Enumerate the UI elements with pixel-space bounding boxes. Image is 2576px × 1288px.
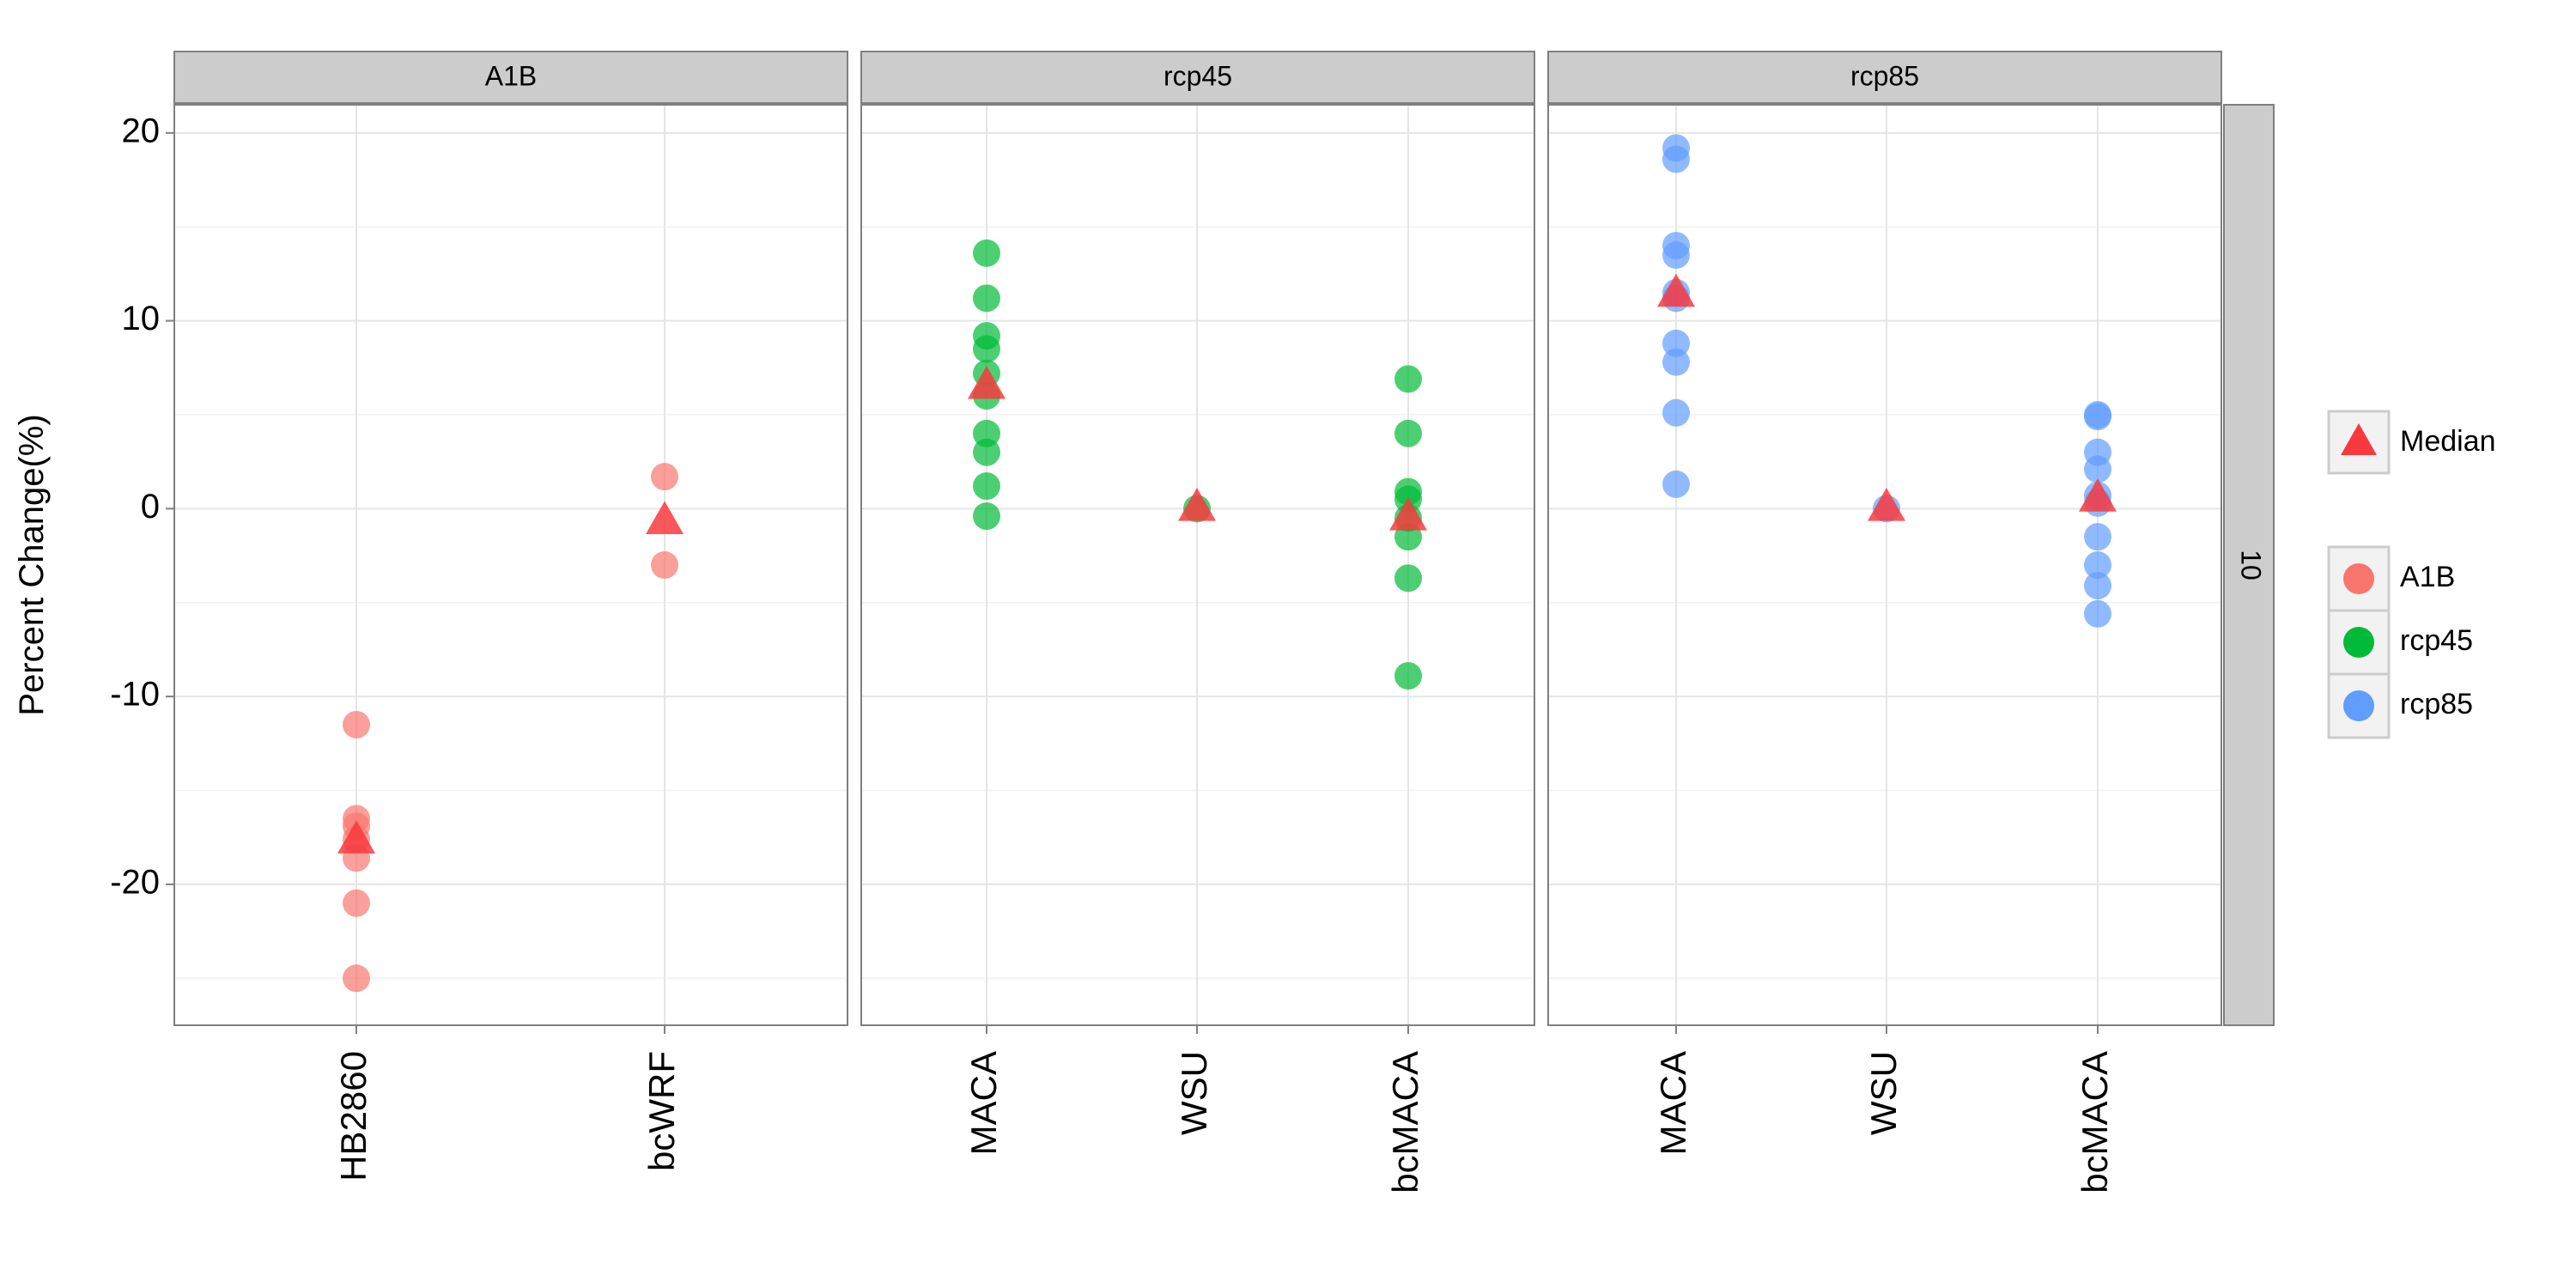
- facet-strip: [860, 51, 1535, 104]
- data-point: [343, 889, 370, 917]
- data-point: [2084, 599, 2111, 628]
- y-tick-label: -10: [110, 676, 160, 714]
- median-marker: [968, 365, 1005, 399]
- y-tick-label: 10: [122, 300, 161, 337]
- data-point: [1394, 564, 1422, 592]
- legend-symbol-rcp45: [2343, 627, 2374, 658]
- data-point: [1394, 365, 1422, 393]
- panel-rcp45: rcp45 MACA WSU bcMACA: [860, 51, 1535, 1194]
- median-marker: [1657, 273, 1695, 307]
- median-marker: [2079, 478, 2117, 512]
- panel-background: [1548, 105, 2221, 1025]
- facet-strip: [1547, 51, 2222, 104]
- legend-symbol-rcp85: [2343, 690, 2374, 721]
- y-axis-label: Percent Change(%): [13, 414, 51, 715]
- median-marker: [646, 501, 683, 534]
- panel-border: [860, 104, 1535, 1026]
- data-point: [1662, 241, 1690, 270]
- data-point: [2084, 551, 2111, 579]
- data-point: [1662, 145, 1690, 173]
- legend-label-rcp45: rcp45: [2400, 624, 2473, 657]
- data-point: [2084, 523, 2111, 551]
- data-point: [651, 463, 678, 491]
- data-point: [343, 964, 370, 993]
- data-point: [1662, 398, 1690, 427]
- x-tick-label: WSU: [1174, 1051, 1214, 1135]
- data-point: [973, 502, 1000, 531]
- data-point: [2084, 403, 2111, 431]
- data-point: [1394, 662, 1422, 690]
- x-tick-label: HB2860: [333, 1051, 374, 1182]
- data-point: [1662, 348, 1690, 376]
- legend: Median A1B rcp45 rcp85: [2327, 410, 2496, 739]
- x-tick-label: bcMACA: [1385, 1051, 1425, 1194]
- x-tick-label: WSU: [1863, 1051, 1904, 1135]
- data-point: [973, 438, 1000, 466]
- facet-strip-label: A1B: [485, 60, 537, 91]
- panel-border: [1547, 104, 2222, 1026]
- panel-background: [174, 105, 848, 1025]
- facet-strip-label: rcp45: [1163, 60, 1232, 91]
- x-tick-label: bcMACA: [2075, 1051, 2115, 1194]
- x-tick-label: bcWRF: [641, 1051, 682, 1171]
- data-point: [1662, 329, 1690, 357]
- median-marker: [337, 820, 375, 854]
- panels-layer: A1B HB2860 bcWRF rcp45 MACA WSU bcMACA rcp85 MAC…: [173, 51, 2222, 1194]
- data-point: [973, 284, 1000, 313]
- y-tick-label: -20: [110, 863, 160, 901]
- y-tick-label: 0: [141, 488, 160, 526]
- y-axis: 20 10 0 -10 -20: [110, 112, 174, 901]
- facet-row-label: 10: [2236, 550, 2267, 580]
- panel-border: [173, 104, 848, 1026]
- x-tick-label: MACA: [1653, 1051, 1693, 1155]
- panel-A1B: A1B HB2860 bcWRF: [173, 51, 848, 1182]
- y-tick-label: 20: [122, 112, 161, 149]
- median-marker: [1389, 497, 1427, 531]
- legend-median-symbol: [2341, 423, 2377, 455]
- legend-label-rcp85: rcp85: [2400, 688, 2473, 720]
- median-marker: [1868, 488, 1905, 521]
- median-marker: [1178, 488, 1216, 521]
- data-point: [973, 472, 1000, 501]
- facet-strip-label: rcp85: [1850, 60, 1919, 91]
- facet-row-strip: 10: [2223, 104, 2275, 1026]
- facet-strip: [173, 51, 848, 104]
- data-point: [343, 710, 370, 738]
- legend-label-A1B: A1B: [2400, 561, 2455, 593]
- data-point: [973, 239, 1000, 267]
- data-point: [2084, 455, 2111, 483]
- x-tick-label: MACA: [963, 1051, 1004, 1155]
- data-point: [651, 551, 678, 579]
- data-point: [2084, 572, 2111, 600]
- panel-rcp85: rcp85 MACA WSU bcMACA: [1547, 51, 2222, 1194]
- data-point: [973, 335, 1000, 363]
- legend-median-label: Median: [2400, 425, 2496, 458]
- data-point: [1662, 470, 1690, 498]
- data-point: [1394, 419, 1422, 447]
- data-point: [973, 419, 1000, 447]
- legend-symbol-A1B: [2343, 563, 2374, 594]
